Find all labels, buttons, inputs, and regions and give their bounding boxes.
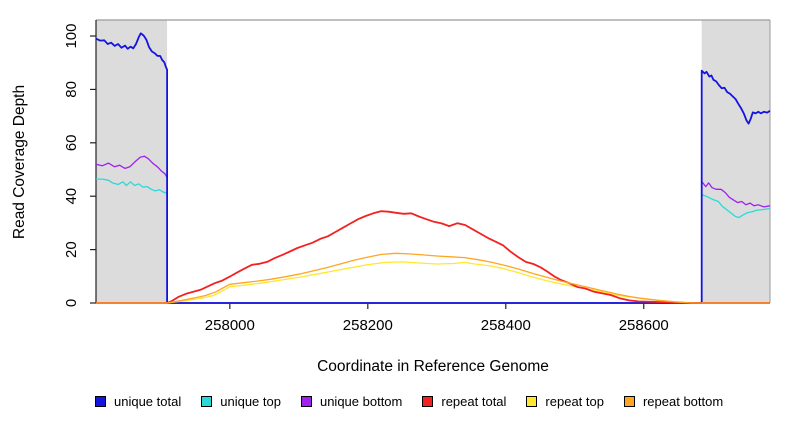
x-axis-title: Coordinate in Reference Genome [317,358,549,375]
legend-label: unique top [220,394,281,409]
legend-swatch [526,396,538,407]
legend: unique total unique top unique bottom repea… [95,394,723,409]
shaded-region [96,20,168,303]
legend-label: repeat top [545,394,604,409]
legend-swatch [201,396,213,407]
series-line-repeat-top [96,261,770,304]
series-line-unique-total [95,32,771,304]
y-tick-label: 20 [63,241,80,258]
legend-item-repeat-top: repeat top [526,394,604,409]
legend-swatch [623,396,635,407]
legend-item-repeat-total: repeat total [422,394,506,409]
series-line-unique-top [96,178,771,304]
y-tick-label: 100 [63,24,80,49]
y-tick-label: 60 [63,134,80,151]
y-tick-label: 0 [63,299,80,307]
legend-label: repeat bottom [642,394,724,409]
legend-swatch [95,396,106,407]
x-tick-label: 258000 [205,317,255,334]
x-tick-label: 258400 [481,317,531,334]
legend-item-unique-top: unique top [201,394,281,409]
y-axis-title: Read Coverage Depth [11,84,28,240]
legend-label: repeat total [441,394,507,409]
legend-item-unique-bottom: unique bottom [300,394,403,409]
x-tick-label: 258600 [619,317,669,334]
series-line-repeat-bottom [96,252,770,304]
legend-item-repeat-bottom: repeat bottom [623,394,724,409]
shaded-region [701,20,770,303]
legend-swatch [300,396,312,407]
x-tick-label: 258200 [343,317,393,334]
legend-label: unique bottom [319,394,403,409]
series-line-unique-bottom [95,155,771,304]
legend-label: unique total [114,394,182,409]
y-tick-label: 80 [63,81,80,98]
legend-swatch [422,396,434,407]
y-tick-label: 40 [63,188,80,205]
series-line-repeat-total [96,210,770,304]
legend-item-unique-total: unique total [95,394,181,409]
